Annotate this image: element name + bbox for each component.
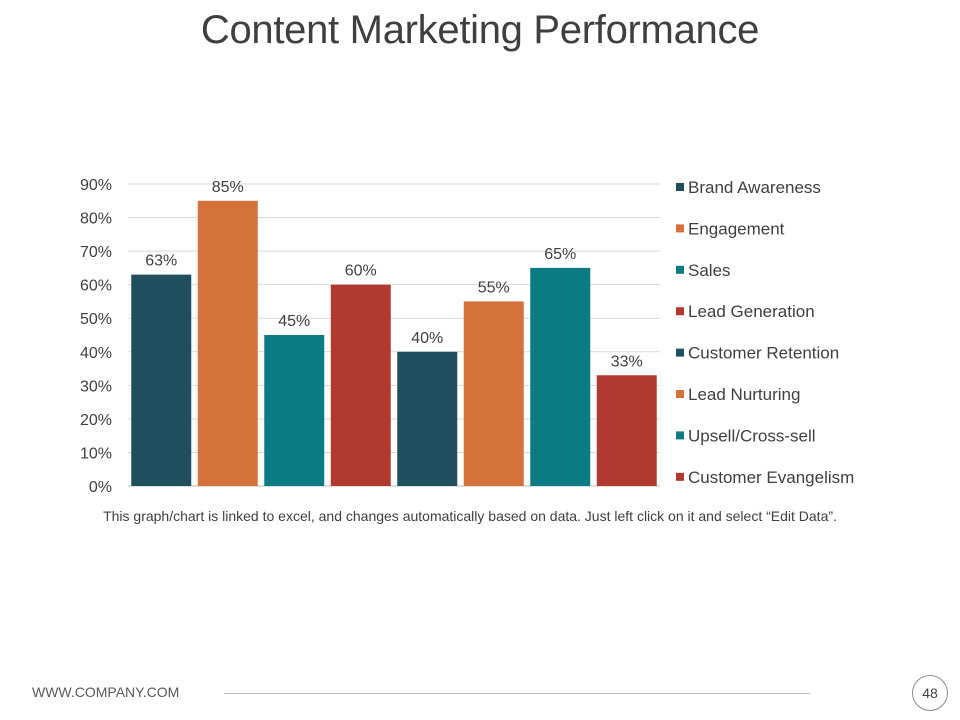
legend-swatch <box>676 265 684 274</box>
legend-swatch <box>676 307 684 316</box>
footer-url: WWW.COMPANY.COM <box>32 684 180 700</box>
legend-label: Customer Retention <box>688 344 839 363</box>
legend-swatch <box>676 348 684 357</box>
y-tick-label: 30% <box>80 378 112 395</box>
bar <box>197 200 258 486</box>
page-number: 48 <box>912 675 948 711</box>
bar <box>596 375 657 486</box>
bar <box>397 351 458 486</box>
bar <box>330 284 391 486</box>
footer-divider <box>224 693 810 694</box>
data-label: 45% <box>278 313 310 330</box>
legend-swatch <box>676 431 684 440</box>
y-tick-label: 60% <box>80 278 112 295</box>
legend-swatch <box>676 224 684 233</box>
bar <box>530 267 591 486</box>
bar <box>463 301 524 486</box>
y-tick-label: 50% <box>80 311 112 328</box>
bar <box>131 274 192 486</box>
legend-label: Lead Generation <box>688 302 815 321</box>
y-tick-label: 70% <box>80 244 112 261</box>
data-label: 85% <box>212 179 244 196</box>
legend-label: Customer Evangelism <box>688 468 854 487</box>
data-label: 55% <box>478 279 510 296</box>
data-label: 33% <box>611 353 643 370</box>
legend-label: Brand Awareness <box>688 178 821 197</box>
slide-title: Content Marketing Performance <box>200 8 760 52</box>
y-tick-label: 80% <box>80 211 112 228</box>
legend-swatch <box>676 472 684 481</box>
y-tick-label: 10% <box>80 445 112 462</box>
data-label: 63% <box>145 253 177 270</box>
y-tick-label: 90% <box>80 177 112 194</box>
legend-label: Upsell/Cross-sell <box>688 426 816 445</box>
bar <box>264 335 325 486</box>
data-label: 60% <box>345 263 377 280</box>
y-tick-label: 40% <box>80 345 112 362</box>
legend-label: Engagement <box>688 219 785 238</box>
y-tick-label: 20% <box>80 412 112 429</box>
chart-note: This graph/chart is linked to excel, and… <box>103 508 837 524</box>
legend-swatch <box>676 390 684 398</box>
data-label: 40% <box>411 330 443 347</box>
legend-label: Sales <box>688 261 731 280</box>
legend-swatch <box>676 183 684 191</box>
data-label: 65% <box>544 246 576 263</box>
legend-label: Lead Nurturing <box>688 385 800 404</box>
y-tick-label: 0% <box>89 479 112 496</box>
